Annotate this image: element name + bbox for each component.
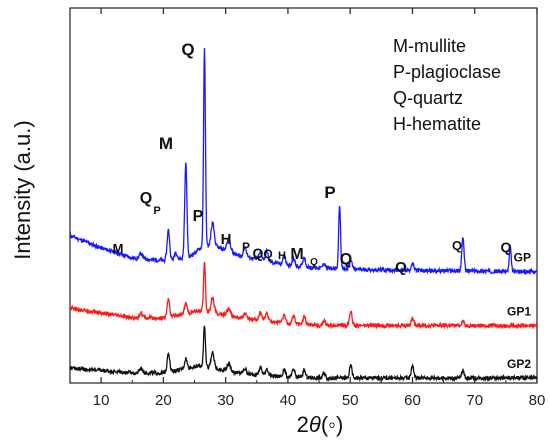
legend-item: Q-quartz bbox=[393, 88, 463, 108]
peak-label-q: Q bbox=[253, 245, 264, 261]
peak-label-q: Q bbox=[263, 247, 272, 261]
series-line-gp bbox=[69, 47, 538, 276]
x-tick-label: 20 bbox=[155, 392, 172, 409]
peak-label-q: Q bbox=[181, 40, 194, 59]
legend-item: H-hematite bbox=[393, 114, 481, 134]
x-tick-label: 60 bbox=[404, 392, 421, 409]
series-label-gp1: GP1 bbox=[507, 305, 531, 319]
legend-item: M-mullite bbox=[393, 36, 466, 56]
peak-label-q: Q bbox=[501, 239, 512, 255]
peak-label-p: P bbox=[193, 208, 204, 225]
peak-label-p: P bbox=[153, 205, 160, 217]
peak-label-m: M bbox=[159, 134, 173, 153]
peak-label-m: M bbox=[290, 246, 303, 263]
legend-item: P-plagioclase bbox=[393, 62, 501, 82]
x-axis-label-theta: θ bbox=[309, 412, 321, 437]
y-axis-label: Intensity (a.u.) bbox=[10, 120, 35, 259]
legend: M-mullite P-plagioclase Q-quartz H-hematite bbox=[393, 36, 501, 134]
x-tick-label: 40 bbox=[280, 392, 297, 409]
peak-label-p: P bbox=[242, 240, 250, 254]
series-label-gp: GP bbox=[514, 251, 531, 265]
peak-label-p: P bbox=[324, 183, 335, 202]
x-tick-label: 70 bbox=[466, 392, 483, 409]
series-group: GP GP1 GP2 bbox=[69, 47, 538, 383]
x-axis-label-two: 2 bbox=[297, 412, 309, 437]
x-axis-label-unit: (◦) bbox=[321, 412, 343, 437]
x-tick-label: 10 bbox=[93, 392, 110, 409]
series-label-gp2: GP2 bbox=[507, 357, 531, 371]
peak-label-q: Q bbox=[395, 259, 407, 276]
x-axis-label: 2θ(◦) bbox=[297, 412, 344, 437]
peak-label-m: M bbox=[113, 241, 124, 256]
axes: 10 20 30 40 50 60 70 80 bbox=[69, 8, 546, 409]
peak-label-q: Q bbox=[340, 251, 352, 268]
peak-label-q: Q bbox=[140, 190, 152, 207]
peak-label-h: H bbox=[221, 231, 232, 248]
x-tick-label: 50 bbox=[342, 392, 359, 409]
x-tick-label: 80 bbox=[529, 392, 546, 409]
peak-label-h: H bbox=[278, 250, 286, 262]
series-line-gp2 bbox=[69, 325, 538, 383]
peak-label-q: Q bbox=[310, 257, 318, 268]
x-tick-label: 30 bbox=[217, 392, 234, 409]
peak-label-q: Q bbox=[452, 238, 462, 253]
series-line-gp1 bbox=[69, 262, 538, 330]
